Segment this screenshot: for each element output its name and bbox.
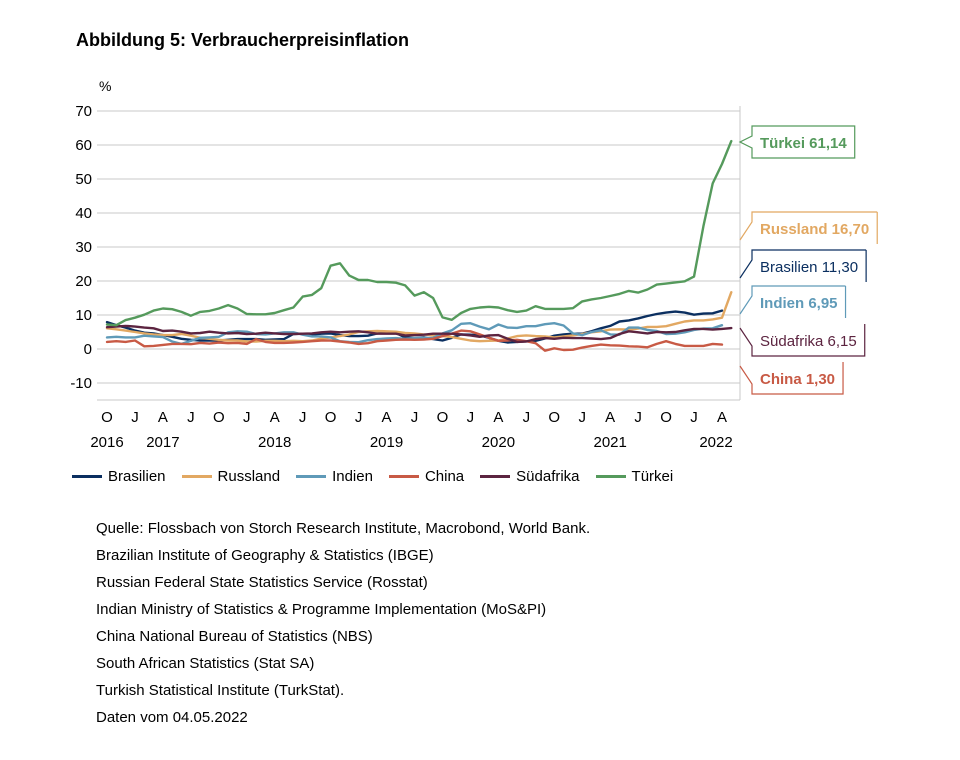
end-label-indien: Indien 6,95 [739,285,847,318]
legend-label: Indien [332,468,373,485]
x-tick-label: O [548,409,560,426]
x-tick-label: O [437,409,449,426]
x-tick-label: J [187,409,195,426]
legend-item-südafrika: Südafrika [480,468,580,485]
y-tick-label: 30 [75,239,92,256]
x-tick-label: A [493,409,503,426]
y-tick-label: 50 [75,171,92,188]
x-tick-label: A [717,409,727,426]
end-label-russland: Russland 16,70 [739,211,878,244]
x-year-label: 2017 [146,434,179,451]
chart-title: Abbildung 5: Verbraucherpreisinflation [76,30,410,50]
source-line: Daten vom 04.05.2022 [96,709,248,726]
x-year-label: 2021 [593,434,626,451]
x-year-label: 2018 [258,434,291,451]
legend-label: China [424,468,465,485]
end-label-südafrika: Südafrika 6,15 [739,324,866,357]
x-tick-label: J [355,409,363,426]
series-line-türkei [105,139,733,327]
x-tick-label: J [578,409,586,426]
legend-swatch [72,475,102,478]
series-line-china [105,329,724,352]
source-notes: Quelle: Flossbach von Storch Research In… [96,515,590,731]
x-tick-label: O [101,409,113,426]
end-label-callout [738,125,856,159]
y-tick-label: 0 [84,341,92,358]
source-line: Russian Federal State Statistics Service… [96,574,428,591]
x-tick-label: O [660,409,672,426]
source-line: Brazilian Institute of Geography & Stati… [96,547,434,564]
end-label-brasilien: Brasilien 11,30 [739,249,867,282]
x-tick-label: J [523,409,531,426]
legend-label: Brasilien [108,468,166,485]
y-tick-label: -10 [70,375,92,392]
end-label-callout [739,324,866,357]
x-tick-label: J [467,409,475,426]
end-label-callout [739,285,847,318]
x-tick-label: A [605,409,615,426]
series-line-südafrika [105,324,733,344]
legend-label: Türkei [631,468,674,485]
x-tick-label: A [382,409,392,426]
x-year-label: 2022 [699,434,732,451]
source-line: Indian Ministry of Statistics & Programm… [96,601,547,618]
end-label-text: Türkei 61,14 [760,135,847,152]
x-tick-label: J [243,409,251,426]
end-label-callout [739,249,867,282]
end-label-callout [739,362,844,395]
y-tick-label: 20 [75,273,92,290]
legend-swatch [595,475,626,478]
legend-swatch [480,475,511,478]
end-label-callout [739,211,878,244]
end-label-text: Brasilien 11,30 [760,259,858,276]
x-year-label: 2016 [90,434,123,451]
end-label-türkei: Türkei 61,14 [738,125,856,159]
x-tick-label: O [325,409,337,426]
y-tick-label: 60 [75,137,92,154]
legend-item-china: China [388,468,465,485]
legend-item-russland: Russland [181,468,281,485]
x-year-label: 2019 [370,434,403,451]
x-tick-label: J [411,409,419,426]
y-tick-label: 70 [75,103,92,120]
legend-label: Südafrika [516,468,580,485]
x-tick-label: J [690,409,698,426]
x-tick-label: J [634,409,642,426]
legend-swatch [181,475,212,478]
x-tick-label: O [213,409,225,426]
source-line: South African Statistics (Stat SA) [96,655,315,672]
x-year-label: 2020 [482,434,515,451]
x-tick-label: J [131,409,139,426]
source-line: Turkish Statistical Institute (TurkStat)… [96,682,345,699]
x-tick-label: J [299,409,307,426]
legend-item-brasilien: Brasilien [72,468,166,485]
legend-swatch [296,475,327,478]
x-tick-label: A [270,409,280,426]
x-tick-label: A [158,409,168,426]
end-label-text: Indien 6,95 [760,295,838,312]
end-label-china: China 1,30 [739,362,844,395]
end-label-text: China 1,30 [760,371,835,388]
source-line: Quelle: Flossbach von Storch Research In… [96,520,591,537]
legend-swatch [388,475,419,478]
legend-item-indien: Indien [296,468,373,485]
end-label-text: Südafrika 6,15 [760,333,857,350]
legend-label: Russland [217,468,281,485]
y-tick-label: 10 [75,307,92,324]
chart-legend: Brasilien Russland Indien China Südafrika Tür… [72,468,689,485]
source-line: China National Bureau of Statistics (NBS… [96,628,373,645]
y-axis-unit: % [99,78,111,94]
end-label-text: Russland 16,70 [760,221,869,238]
y-tick-label: 40 [75,205,92,222]
legend-item-türkei: Türkei [595,468,674,485]
